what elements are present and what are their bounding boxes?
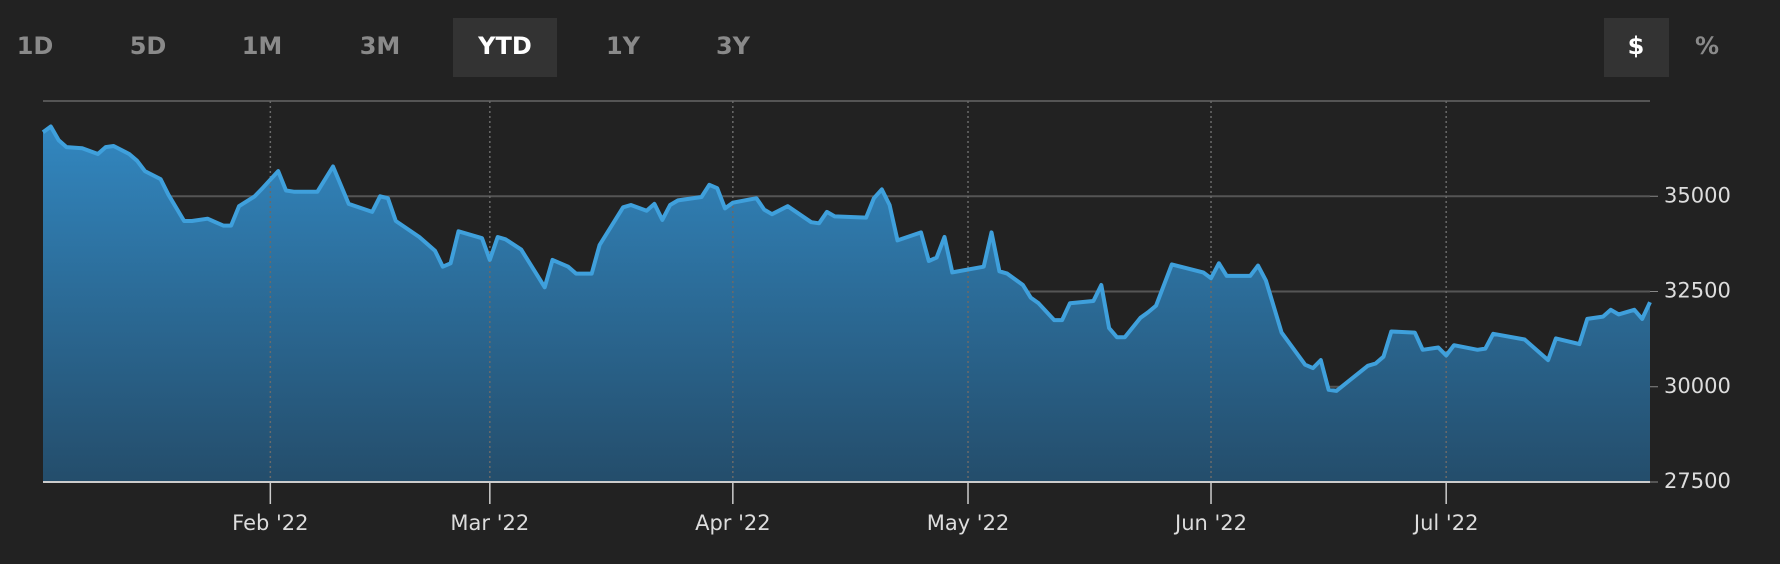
line [41,124,1652,393]
unit-button-bg [1604,18,1669,77]
range-button[interactable]: 1Y [606,32,641,60]
toolbar: 1D 5D 1M 3M YTD 1Y 3Y $% [17,18,1719,77]
y-tick-label: 30000 [1664,374,1731,398]
range-button[interactable]: 3Y [716,32,751,60]
range-button[interactable]: 5D [130,32,167,60]
x-tick-label: Mar '22 [450,511,529,535]
x-tick-label: Apr '22 [695,511,771,535]
range-button[interactable]: 1M [242,32,283,60]
x-tick-label: Jun '22 [1173,511,1247,535]
unit-button[interactable]: $ [1628,32,1645,60]
x-tick-label: Feb '22 [232,511,308,535]
x-tick-label: May '22 [927,511,1010,535]
y-tick-label: 35000 [1664,183,1731,207]
range-button[interactable]: 3M [360,32,401,60]
plot: 27500 30000 32500 35000 Feb '22 Mar '22 Apr '2… [41,100,1731,535]
y-tick-label: 32500 [1664,279,1731,303]
area-fill [43,126,1650,482]
y-tick-label: 27500 [1664,469,1731,493]
range-button-bg [453,18,557,77]
x-tick-label: Jul '22 [1412,511,1479,535]
range-button[interactable]: YTD [477,32,532,60]
range-button[interactable]: 1D [17,32,54,60]
unit-button[interactable]: % [1695,32,1719,60]
